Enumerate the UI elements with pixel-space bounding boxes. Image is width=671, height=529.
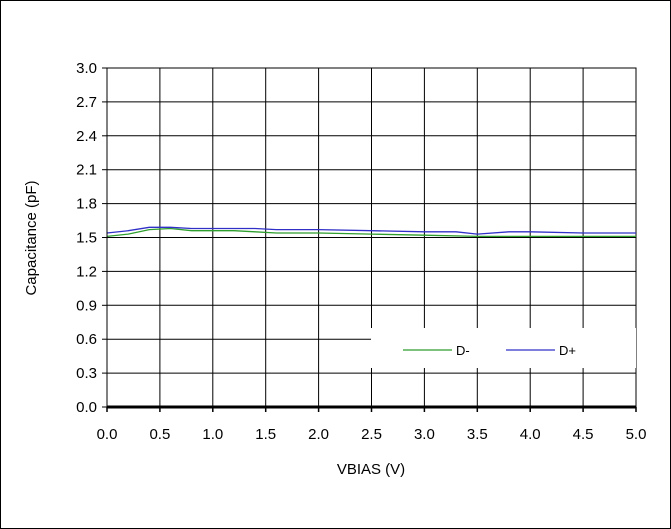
legend-background [371, 328, 636, 368]
x-tick-label: 1.0 [202, 426, 223, 443]
series-line-d-plus [106, 226, 636, 235]
x-tick-label: 1.5 [255, 426, 276, 443]
y-tick-label: 0.6 [76, 331, 97, 348]
y-tick-label: 1.5 [76, 230, 97, 247]
x-tick-label: 3.5 [467, 426, 488, 443]
y-tick-label: 3.0 [76, 60, 97, 77]
legend-label-d-minus: D- [456, 343, 470, 358]
y-tick-label: 1.8 [76, 196, 97, 213]
x-tick-label: 0.0 [97, 426, 118, 443]
x-tick-labels: 0.0 0.5 1.0 1.5 2.0 2.5 3.0 3.5 4.0 4.5 5.0 [97, 426, 647, 443]
legend-label-d-plus: D+ [559, 343, 576, 358]
y-tick-label: 0.0 [76, 399, 97, 416]
series-line-d-minus [106, 227, 636, 238]
x-tick-label: 3.0 [414, 426, 435, 443]
x-tick-label: 4.5 [573, 426, 594, 443]
axes [102, 67, 637, 412]
y-tick-label: 2.4 [76, 128, 97, 145]
x-tick-label: 4.0 [520, 426, 541, 443]
y-tick-label: 0.3 [76, 365, 97, 382]
y-tick-labels: 0.0 0.3 0.6 0.9 1.2 1.5 1.8 2.1 2.4 2.7 3.0 [76, 60, 97, 416]
x-tick-label: 2.0 [308, 426, 329, 443]
y-tick-label: 0.9 [76, 297, 97, 314]
legend: D- D+ [371, 328, 636, 368]
y-tick-label: 1.2 [76, 263, 97, 280]
y-tick-label: 2.1 [76, 162, 97, 179]
x-tick-label: 0.5 [149, 426, 170, 443]
x-tick-label: 2.5 [361, 426, 382, 443]
x-tick-label: 5.0 [626, 426, 647, 443]
x-axis-label: VBIAS (V) [337, 461, 405, 478]
y-axis-label: Capacitance (pF) [23, 180, 40, 295]
y-tick-label: 2.7 [76, 94, 97, 111]
series-lines [106, 226, 636, 238]
